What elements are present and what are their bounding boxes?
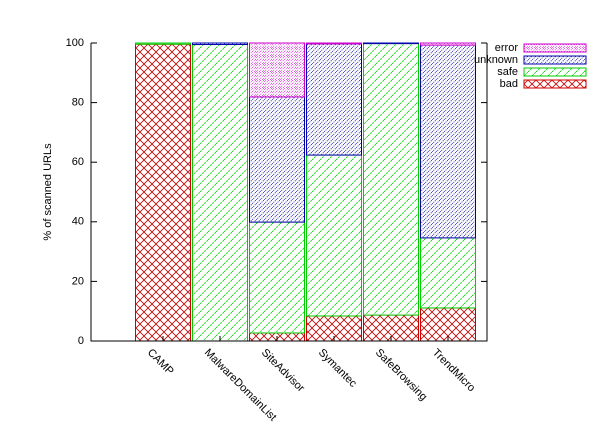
- bar-segment: [192, 42, 248, 45]
- legend-swatch: [523, 55, 587, 65]
- legend-swatch: [523, 67, 587, 77]
- x-tick-label: TrendMicro: [430, 347, 478, 395]
- bar-segment: [420, 237, 476, 309]
- legend-label: error: [495, 42, 519, 54]
- y-tick-label: 0: [78, 335, 84, 347]
- bar-segment: [420, 42, 476, 46]
- bar-segment: [192, 43, 248, 342]
- y-tick-label: 80: [72, 97, 84, 109]
- bar-segment: [249, 221, 305, 334]
- x-tick-label: SiteAdvisor: [259, 347, 307, 395]
- x-tick-label: SafeBrowsing: [373, 347, 429, 403]
- bar-segment: [420, 307, 476, 342]
- legend-swatch: [523, 43, 587, 53]
- legend-label: unknown: [474, 54, 518, 66]
- x-tick-label: CAMP: [145, 347, 176, 378]
- bar-segment: [249, 42, 305, 98]
- bar-segment: [420, 44, 476, 239]
- bar-segment: [135, 43, 191, 342]
- bar-segment: [306, 154, 362, 317]
- legend-swatch: [523, 79, 587, 89]
- y-tick-label: 40: [72, 216, 84, 228]
- legend-label: bad: [500, 78, 518, 90]
- bar-segment: [363, 43, 419, 316]
- y-tick-label: 100: [66, 37, 84, 49]
- bar-segment: [363, 42, 419, 45]
- bar-segment: [135, 42, 191, 45]
- x-tick-label: Symantec: [316, 347, 359, 390]
- y-tick-label: 20: [72, 275, 84, 287]
- legend-label: safe: [497, 66, 518, 78]
- bar-segment: [249, 96, 305, 223]
- bar-segment: [306, 42, 362, 45]
- axis-border: [90, 43, 488, 342]
- y-tick-label: 60: [72, 156, 84, 168]
- bar-segment: [306, 43, 362, 156]
- y-axis-label: % of scanned URLs: [42, 143, 54, 241]
